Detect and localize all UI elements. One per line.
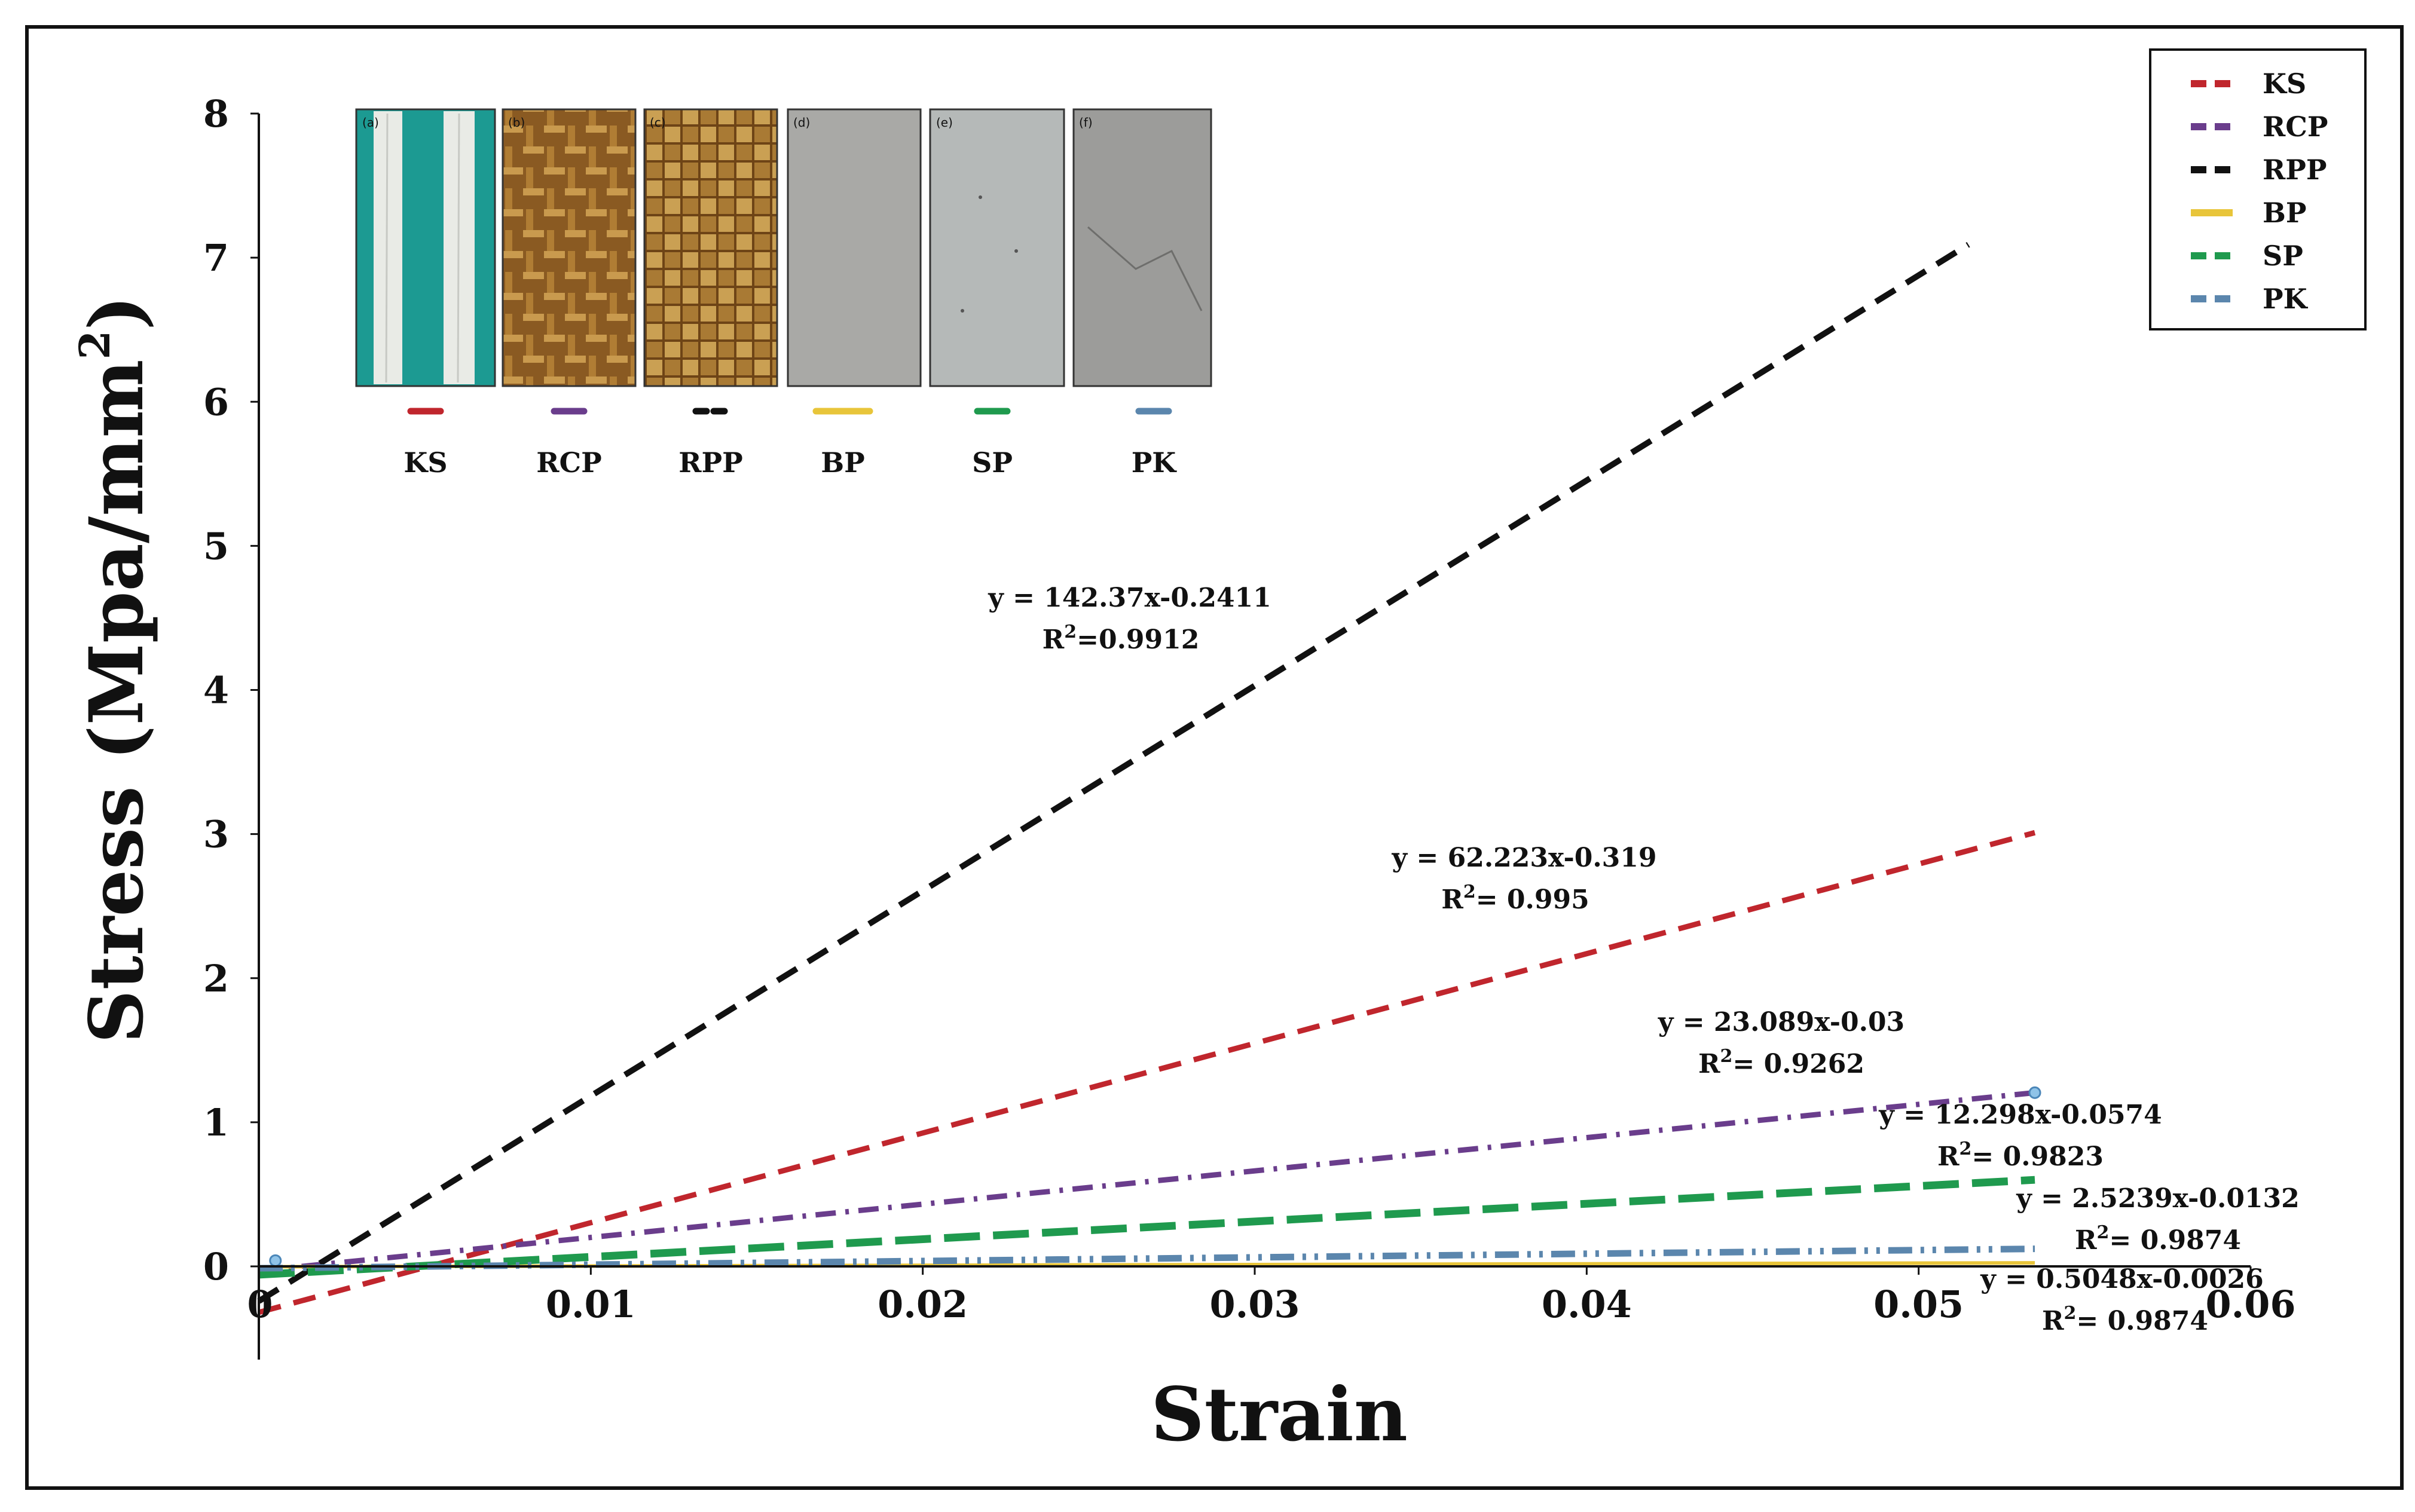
inset-panel-pk: (f) xyxy=(1072,108,1212,387)
series-line-rcp xyxy=(258,1089,2035,1274)
series-line-pk xyxy=(258,1245,2035,1272)
series-line-sp xyxy=(258,1176,2035,1279)
legend-label-sp: SP xyxy=(2263,240,2303,272)
r2-pk: R2= 0.9874 xyxy=(2075,1222,2241,1256)
axis-ticks: 0 1 2 3 4 5 6 7 8 0 0.01 0.02 0.03 0.04 0.05 0.06 xyxy=(203,92,2296,1326)
y-tick-label-6: 6 xyxy=(203,380,229,424)
r2-value-rpp: =0.9912 xyxy=(1077,625,1199,655)
r2-sup-sp: 2 xyxy=(1959,1138,1972,1159)
series-layer xyxy=(257,241,2041,1315)
inset-panel-sp: (e) xyxy=(929,108,1065,387)
r2-sup-pk: 2 xyxy=(2097,1222,2110,1243)
x-tick-label-0: 0 xyxy=(247,1283,273,1326)
origin-marker xyxy=(269,1254,282,1267)
legend: KS RCP RPP BP SP PK xyxy=(2149,48,2367,330)
inset-keys: KS RCP RPP BP SP PK xyxy=(403,408,1178,479)
r2-prefix-ks: R xyxy=(1441,884,1463,915)
inset-tag-e: (e) xyxy=(936,115,953,130)
legend-label-pk: PK xyxy=(2263,283,2309,315)
r2-value-pk: = 0.9874 xyxy=(2109,1225,2241,1256)
r2-sup-rpp: 2 xyxy=(1064,622,1077,642)
inset-panel-rpp: (c) xyxy=(643,108,778,387)
x-tick-label-1: 0.01 xyxy=(546,1283,636,1326)
r2-value-rcp: = 0.9262 xyxy=(1732,1049,1864,1079)
figure-frame xyxy=(25,25,2404,1490)
y-axis-title-close: ) xyxy=(74,295,160,330)
x-tick-label-3: 0.03 xyxy=(1209,1283,1300,1326)
r2-bp: R2= 0.9874 xyxy=(2042,1303,2208,1336)
y-tick-label-7: 7 xyxy=(203,236,229,280)
y-tick-label-1: 1 xyxy=(203,1101,229,1144)
equation-bp: y = 0.5048x-0.0026 xyxy=(1980,1264,2264,1294)
inset-label-sp: SP xyxy=(972,446,1013,479)
r2-sp: R2= 0.9823 xyxy=(1937,1138,2104,1172)
x-tick-label-4: 0.04 xyxy=(1542,1283,1632,1326)
r2-prefix-rcp: R xyxy=(1698,1049,1720,1079)
r2-prefix-sp: R xyxy=(1937,1141,1959,1172)
inset-tag-c: (c) xyxy=(650,115,666,130)
equation-rpp: y = 142.37x-0.2411 xyxy=(988,583,1271,613)
x-tick-label-2: 0.02 xyxy=(878,1283,968,1326)
equation-sp: y = 12.298x-0.0574 xyxy=(1878,1100,2162,1130)
inset-tag-a: (a) xyxy=(362,115,379,130)
rcp-end-marker xyxy=(2028,1086,2041,1099)
inset-photos: (a) (b) (c) (d) (e) (f) KS RCP RPP BP SP PK xyxy=(355,108,1212,479)
legend-box xyxy=(2149,48,2367,330)
r2-value-sp: = 0.9823 xyxy=(1971,1141,2104,1172)
equation-ks: y = 62.223x-0.319 xyxy=(1392,843,1657,873)
legend-label-rpp: RPP xyxy=(2263,154,2327,186)
r2-prefix-rpp: R xyxy=(1043,625,1065,655)
y-tick-label-2: 2 xyxy=(203,957,229,1000)
inset-panel-rcp: (b) xyxy=(502,108,637,387)
y-tick-label-8: 8 xyxy=(203,92,229,136)
legend-items: KS RCP RPP BP SP PK xyxy=(2191,68,2328,315)
equation-pk: y = 2.5239x-0.0132 xyxy=(2016,1183,2300,1214)
inset-label-rcp: RCP xyxy=(536,446,601,479)
inset-panel-bp: (d) xyxy=(787,108,922,387)
inset-panel-ks: (a) xyxy=(355,108,496,387)
y-tick-label-4: 4 xyxy=(203,669,229,712)
equation-rcp: y = 23.089x-0.03 xyxy=(1658,1007,1905,1037)
r2-prefix-bp: R xyxy=(2042,1306,2064,1336)
inset-tag-b: (b) xyxy=(508,115,525,130)
svg-text:Stress (Mpa/mm2): Stress (Mpa/mm2) xyxy=(70,295,160,1043)
r2-rpp: R2=0.9912 xyxy=(1043,622,1200,655)
y-tick-label-5: 5 xyxy=(203,524,229,568)
r2-prefix-pk: R xyxy=(2075,1225,2097,1256)
inset-label-ks: KS xyxy=(403,446,447,479)
y-tick-label-3: 3 xyxy=(203,813,229,856)
legend-label-rcp: RCP xyxy=(2263,111,2328,143)
y-axis-title-sup: 2 xyxy=(70,330,120,360)
inset-label-pk: PK xyxy=(1132,446,1178,479)
x-tick-label-5: 0.05 xyxy=(1873,1283,1964,1326)
y-tick-label-0: 0 xyxy=(203,1245,229,1288)
x-axis-title: Strain xyxy=(1151,1372,1408,1458)
inset-label-bp: BP xyxy=(821,446,864,479)
inset-tag-d: (d) xyxy=(793,115,810,130)
inset-tag-f: (f) xyxy=(1079,115,1093,130)
inset-label-rpp: RPP xyxy=(678,446,742,479)
x-tick-label-6: 0.06 xyxy=(2205,1283,2295,1326)
r2-value-ks: = 0.995 xyxy=(1476,884,1589,915)
r2-sup-ks: 2 xyxy=(1463,882,1476,902)
y-axis-title-main: Stress (Mpa/mm xyxy=(74,359,160,1043)
legend-label-ks: KS xyxy=(2263,68,2306,100)
series-line-ks xyxy=(258,830,2036,1315)
series-line-rpp xyxy=(257,241,1970,1304)
r2-rcp: R2= 0.9262 xyxy=(1698,1046,1864,1079)
r2-sup-rcp: 2 xyxy=(1720,1046,1733,1067)
r2-ks: R2= 0.995 xyxy=(1441,882,1589,915)
r2-value-bp: = 0.9874 xyxy=(2076,1306,2208,1336)
r2-sup-bp: 2 xyxy=(2064,1303,2077,1324)
legend-label-bp: BP xyxy=(2263,197,2306,229)
y-axis-title: Stress (Mpa/mm2) xyxy=(70,295,160,1043)
